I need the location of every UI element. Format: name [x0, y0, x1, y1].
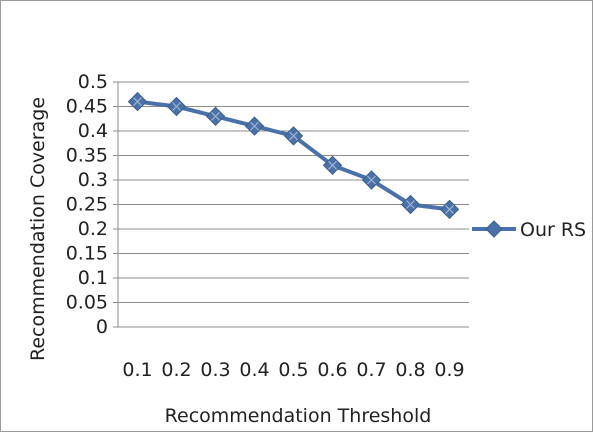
x-tick-label: 0.2 [161, 359, 191, 381]
x-tick-label: 0.7 [356, 359, 386, 381]
data-point-cross [328, 160, 337, 170]
x-tick-labels: 0.1 0.2 0.3 0.4 0.5 0.6 0.7 0.8 0.9 [122, 359, 464, 381]
data-point-cross [367, 175, 376, 185]
x-tick-label: 0.5 [278, 359, 308, 381]
x-tick-label: 0.9 [434, 359, 464, 381]
data-point-cross [172, 102, 181, 111]
legend-marker [485, 220, 503, 238]
y-tick-label: 0.4 [78, 120, 108, 142]
y-tick-label: 0.5 [78, 71, 108, 93]
x-tick-label: 0.4 [239, 359, 269, 381]
legend: Our RS [472, 219, 586, 241]
data-point-cross [289, 131, 298, 141]
y-tick-label: 0 [96, 316, 108, 338]
data-point-cross [250, 121, 259, 131]
y-tick-label: 0.3 [78, 169, 108, 191]
data-point-cross [445, 204, 454, 214]
y-tick-label: 0.35 [66, 145, 108, 167]
y-tick-label: 0.2 [78, 218, 108, 240]
y-tick-label: 0.1 [78, 267, 108, 289]
series-our-rs [127, 91, 460, 220]
data-point-cross [406, 200, 415, 209]
x-tick-label: 0.3 [200, 359, 230, 381]
axes [113, 81, 469, 328]
y-tick-labels: 00.05 0.10.15 0.20.25 0.30.35 0.40.45 0.5 [66, 71, 108, 338]
x-tick-label: 0.1 [122, 359, 152, 381]
x-tick-label: 0.6 [317, 359, 347, 381]
y-tick-label: 0.15 [66, 243, 108, 265]
data-point-cross [211, 111, 220, 121]
y-tick-label: 0.25 [66, 194, 108, 216]
y-axis-label: Recommendation Coverage [27, 97, 49, 361]
data-point-cross [133, 97, 142, 107]
x-tick-label: 0.8 [395, 359, 425, 381]
y-tick-label: 0.45 [66, 96, 108, 118]
y-tick-label: 0.05 [66, 292, 108, 314]
x-axis-label: Recommendation Threshold [165, 405, 432, 427]
legend-label-our-rs: Our RS [520, 219, 586, 241]
